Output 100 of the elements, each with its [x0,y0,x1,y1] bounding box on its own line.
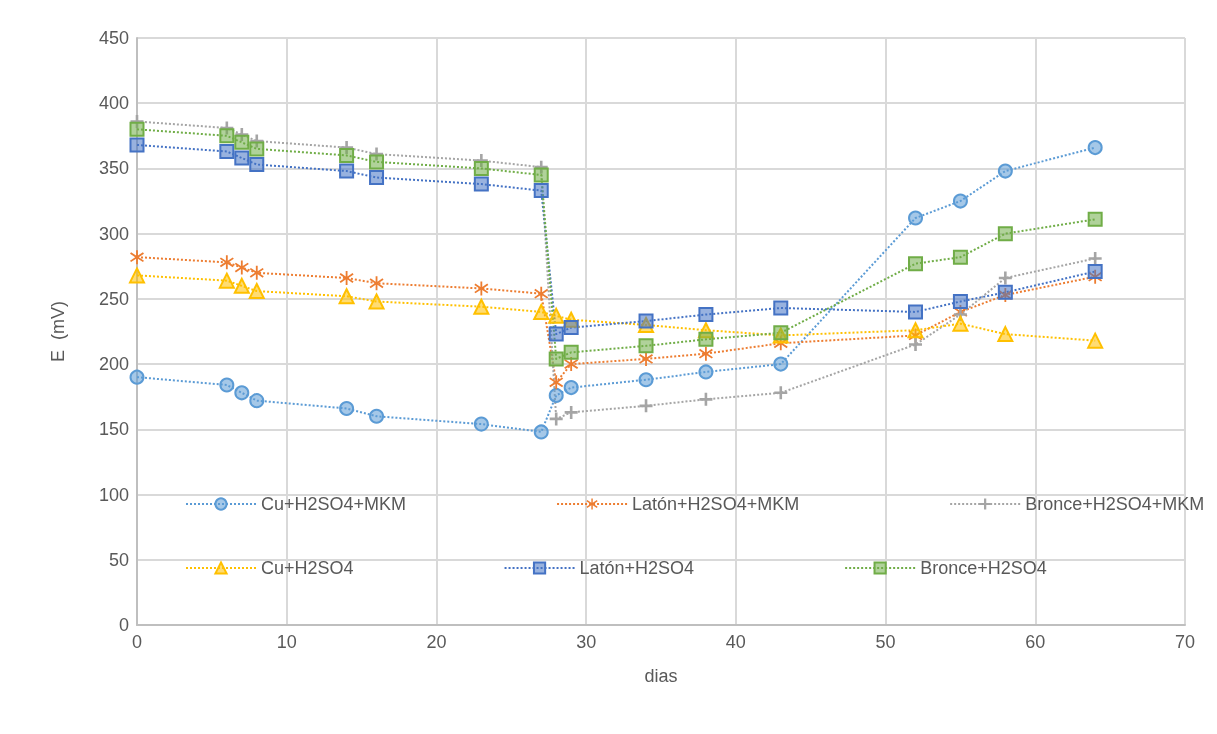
point [698,346,713,361]
x-axis-title: dias [644,666,678,686]
point [129,267,145,284]
point [563,344,579,360]
point [698,364,714,380]
y-tick-label: 350 [98,158,129,179]
legend-label: Latón+H2SO4+MKM [632,494,800,514]
x-tick-label: 10 [276,632,297,652]
point [534,286,549,301]
point [533,424,549,440]
point [638,372,654,388]
point [369,154,385,170]
point [952,315,969,332]
point [533,303,550,320]
point [234,385,250,401]
point [533,167,549,183]
point [908,210,924,226]
point [952,249,968,265]
point [249,265,264,280]
point [773,356,789,372]
point [473,416,489,432]
y-tick-label: 200 [98,354,129,375]
point [249,141,265,157]
point [234,150,250,166]
x-tick-label: 50 [875,632,896,652]
point [234,260,249,275]
point [638,313,654,329]
point [548,307,565,324]
y-axis-title: E (mV) [48,301,68,362]
point [473,160,489,176]
point [908,256,924,272]
point [997,163,1013,179]
point [548,326,564,342]
point [1088,251,1102,265]
point [998,271,1012,285]
point [219,377,235,393]
point [219,128,235,144]
point [473,176,489,192]
y-tick-label: 300 [98,223,129,244]
point [219,143,235,159]
point [909,338,923,352]
legend-label: Bronce+H2SO4 [920,558,1047,578]
point [563,320,579,336]
point [549,375,564,390]
point [130,250,144,265]
y-tick-label: 50 [108,549,129,570]
point [1087,140,1103,156]
x-tick-label: 30 [576,632,597,652]
point [130,114,144,128]
point [339,147,355,163]
x-tick-label: 60 [1025,632,1046,652]
y-tick-label: 400 [98,93,129,114]
point [249,393,265,409]
point [773,336,788,351]
point [474,154,488,168]
y-tick-label: 450 [98,28,129,48]
y-tick-label: 100 [98,484,129,505]
point [549,412,563,426]
point [774,386,788,400]
point [534,160,548,174]
point [129,137,145,153]
point [952,193,968,209]
point [698,307,714,323]
point [548,351,564,367]
x-tick-label: 70 [1174,632,1196,652]
point [953,308,967,322]
point [218,272,235,289]
point [473,298,490,315]
point [1087,264,1103,279]
point [129,121,145,137]
point [563,380,579,396]
point [1088,269,1103,284]
legend-label: Latón+H2SO4 [579,558,695,578]
point [638,338,654,354]
point [370,147,384,161]
point [907,322,924,339]
point [339,163,355,179]
y-tick-label: 0 [118,615,129,635]
point [698,331,714,347]
point [338,288,355,305]
y-tick-label: 150 [98,419,129,440]
point [339,400,355,416]
point [699,392,713,406]
point [129,369,145,385]
point [234,134,250,150]
point [250,134,264,148]
point [548,387,564,403]
point [1087,332,1104,349]
point [248,283,265,300]
point [1087,211,1103,227]
point [997,326,1014,343]
point [369,170,385,186]
point [908,304,924,320]
point [339,271,354,286]
point [952,294,968,309]
y-tick-label: 250 [98,288,129,309]
legend-label: Cu+H2SO4+MKM [261,494,407,514]
point [639,351,654,366]
point [564,357,579,372]
legend-label: Bronce+H2SO4+MKM [1025,494,1205,514]
